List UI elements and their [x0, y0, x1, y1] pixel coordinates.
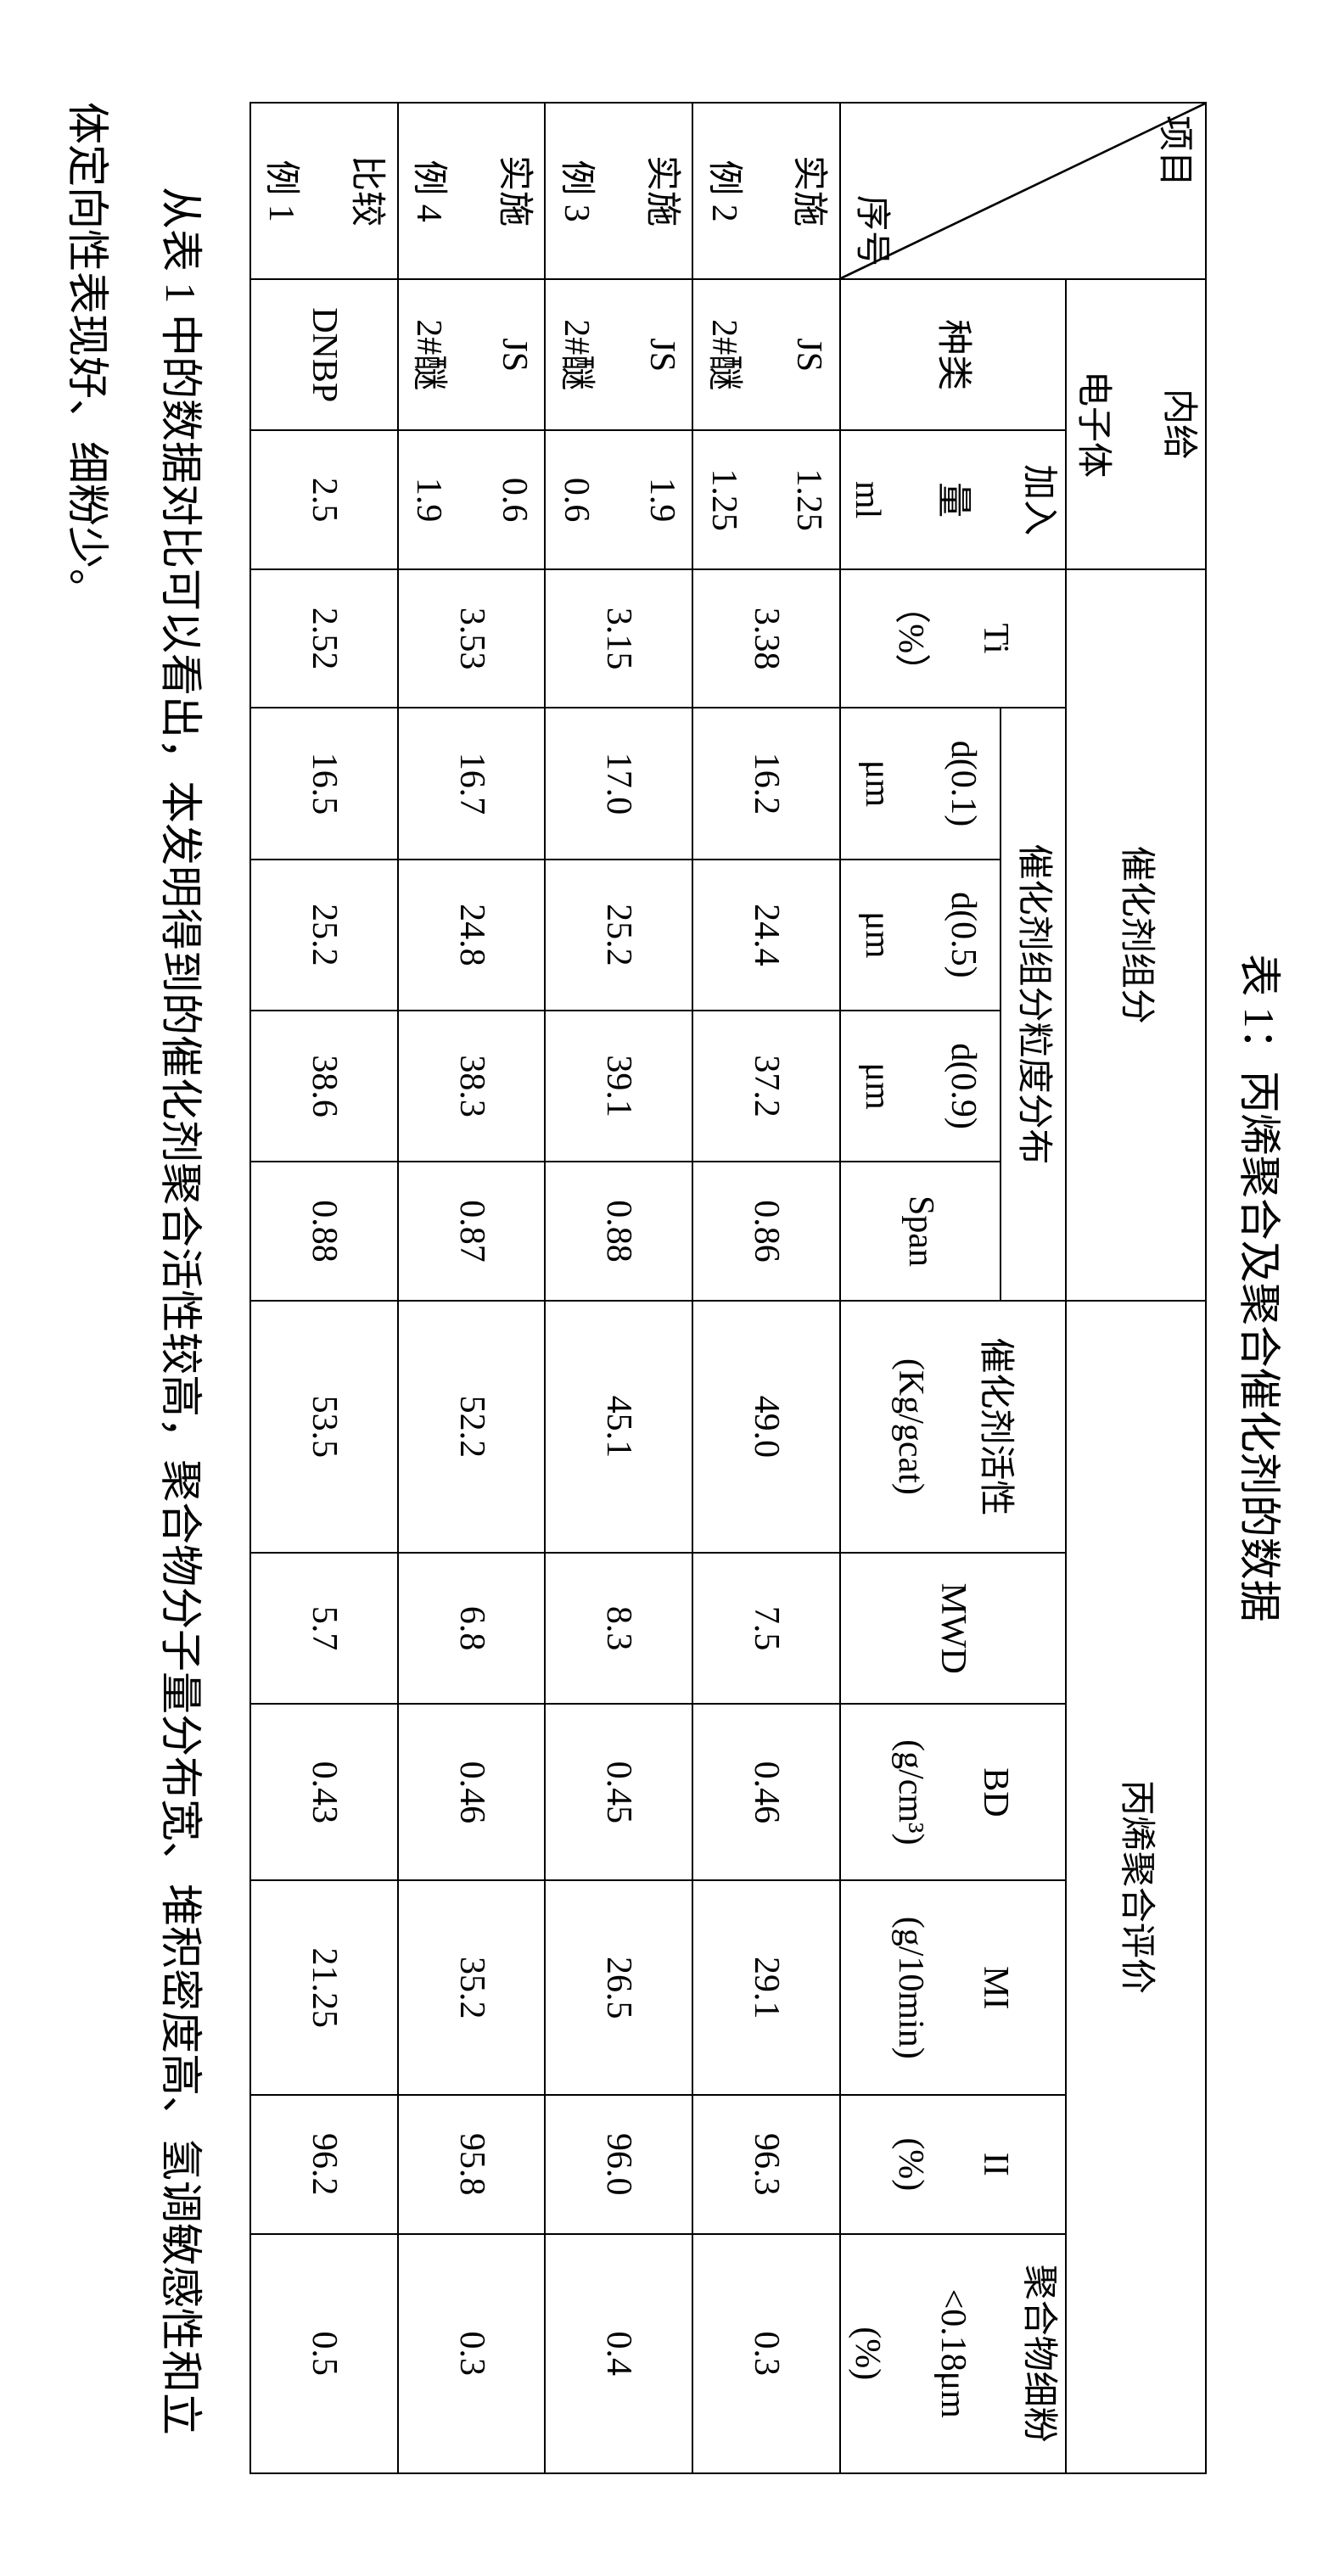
- cell-mwd: 7.5: [692, 1553, 840, 1704]
- header-donor-group: 内给电子体: [1066, 279, 1206, 569]
- cell-ti: 3.53: [398, 569, 546, 708]
- cell-fine: 0.5: [250, 2234, 398, 2473]
- cell-mi: 29.1: [692, 1880, 840, 2095]
- table-row: 实施例 4JS2#醚0.61.93.5316.724.838.30.8752.2…: [398, 103, 546, 2473]
- table-row: 实施例 3JS2#醚1.90.63.1517.025.239.10.8845.1…: [545, 103, 692, 2473]
- header-ii: II(%): [840, 2095, 1066, 2233]
- cell-mwd: 5.7: [250, 1553, 398, 1704]
- cell-bd: 0.46: [398, 1704, 546, 1880]
- cell-id: 比较例 1: [250, 103, 398, 279]
- cell-kind: DNBP: [250, 279, 398, 430]
- cell-d01: 16.2: [692, 708, 840, 859]
- cell-activity: 53.5: [250, 1301, 398, 1553]
- cell-span: 0.88: [545, 1162, 692, 1300]
- cell-mi: 35.2: [398, 1880, 546, 2095]
- cell-d01: 17.0: [545, 708, 692, 859]
- cell-ti: 3.38: [692, 569, 840, 708]
- cell-d09: 38.3: [398, 1011, 546, 1162]
- cell-d09: 39.1: [545, 1011, 692, 1162]
- cell-mwd: 6.8: [398, 1553, 546, 1704]
- cell-fine: 0.4: [545, 2234, 692, 2473]
- cell-bd: 0.45: [545, 1704, 692, 1880]
- cell-kind: JS2#醚: [398, 279, 546, 430]
- cell-activity: 52.2: [398, 1301, 546, 1553]
- cell-kind: JS2#醚: [692, 279, 840, 430]
- header-ti: Ti（%）: [840, 569, 1066, 708]
- table-caption: 表 1：丙烯聚合及聚合催化剂的数据: [1232, 954, 1293, 1622]
- cell-amount: 1.251.25: [692, 430, 840, 568]
- cell-d05: 24.8: [398, 860, 546, 1011]
- header-catalyst-group: 催化剂组分: [1066, 569, 1206, 1301]
- header-d09: d(0.9)μm: [840, 1011, 1001, 1162]
- cell-d09: 38.6: [250, 1011, 398, 1162]
- cell-bd: 0.43: [250, 1704, 398, 1880]
- corner-top-label: 项目: [1152, 115, 1197, 187]
- cell-ii: 96.2: [250, 2095, 398, 2233]
- cell-activity: 45.1: [545, 1301, 692, 1553]
- cell-ti: 3.15: [545, 569, 692, 708]
- summary-paragraph: 从表 1 中的数据对比可以看出，本发明得到的催化剂聚合活性较高，聚合物分子量分布…: [41, 102, 227, 2474]
- cell-id: 实施例 3: [545, 103, 692, 279]
- cell-span: 0.87: [398, 1162, 546, 1300]
- header-mwd: MWD: [840, 1553, 1066, 1704]
- cell-ii: 95.8: [398, 2095, 546, 2233]
- header-psd-group: 催化剂组分粒度分布: [1000, 708, 1065, 1300]
- corner-bottom-label: 序号: [849, 195, 894, 266]
- cell-activity: 49.0: [692, 1301, 840, 1553]
- cell-kind: JS2#醚: [545, 279, 692, 430]
- cell-d05: 25.2: [250, 860, 398, 1011]
- header-mi: MI(g/10min): [840, 1880, 1066, 2095]
- cell-mi: 26.5: [545, 1880, 692, 2095]
- cell-amount: 0.61.9: [398, 430, 546, 568]
- cell-d01: 16.7: [398, 708, 546, 859]
- cell-fine: 0.3: [692, 2234, 840, 2473]
- header-activity: 催化剂活性(Kg/gcat): [840, 1301, 1066, 1553]
- cell-d05: 24.4: [692, 860, 840, 1011]
- table-row: 实施例 2JS2#醚1.251.253.3816.224.437.20.8649…: [692, 103, 840, 2473]
- cell-fine: 0.3: [398, 2234, 546, 2473]
- table-row: 比较例 1DNBP2.52.5216.525.238.60.8853.55.70…: [250, 103, 398, 2473]
- cell-span: 0.88: [250, 1162, 398, 1300]
- cell-mi: 21.25: [250, 1880, 398, 2095]
- cell-bd: 0.46: [692, 1704, 840, 1880]
- header-fine: 聚合物细粉<0.18μm(%): [840, 2234, 1066, 2473]
- cell-d01: 16.5: [250, 708, 398, 859]
- cell-ii: 96.3: [692, 2095, 840, 2233]
- cell-amount: 1.90.6: [545, 430, 692, 568]
- cell-d09: 37.2: [692, 1011, 840, 1162]
- table-header: 项目 序号 内给电子体 催化剂组分 丙烯聚合评价 种类 加入量ml Ti（%） …: [840, 103, 1206, 2473]
- cell-d05: 25.2: [545, 860, 692, 1011]
- cell-span: 0.86: [692, 1162, 840, 1300]
- cell-ti: 2.52: [250, 569, 398, 708]
- cell-ii: 96.0: [545, 2095, 692, 2233]
- cell-mwd: 8.3: [545, 1553, 692, 1704]
- corner-cell: 项目 序号: [840, 103, 1206, 279]
- header-amount: 加入量ml: [840, 430, 1066, 568]
- cell-id: 实施例 4: [398, 103, 546, 279]
- header-poly-group: 丙烯聚合评价: [1066, 1301, 1206, 2473]
- header-bd: BD(g/cm³): [840, 1704, 1066, 1880]
- header-kind: 种类: [840, 279, 1066, 430]
- cell-amount: 2.5: [250, 430, 398, 568]
- table-body: 实施例 2JS2#醚1.251.253.3816.224.437.20.8649…: [250, 103, 840, 2473]
- cell-id: 实施例 2: [692, 103, 840, 279]
- data-table: 项目 序号 内给电子体 催化剂组分 丙烯聚合评价 种类 加入量ml Ti（%） …: [278, 102, 1207, 2474]
- header-span: Span: [840, 1162, 1001, 1300]
- header-d01: d(0.1)μm: [840, 708, 1001, 859]
- header-d05: d(0.5)μm: [840, 860, 1001, 1011]
